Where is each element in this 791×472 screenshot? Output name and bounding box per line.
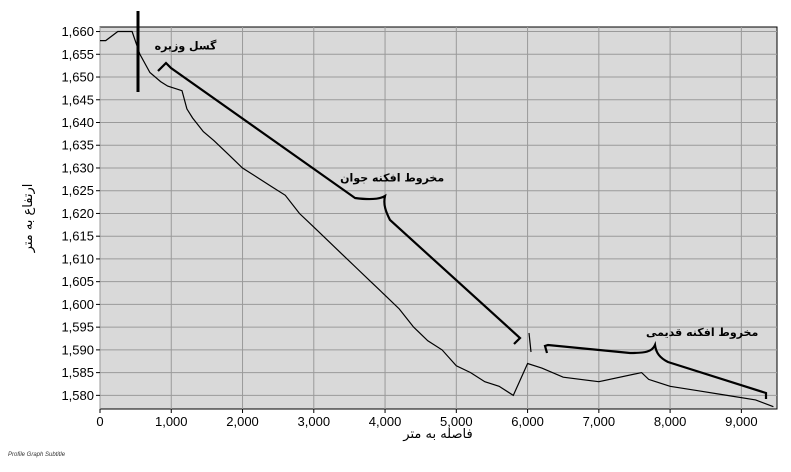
y-tick-label: 1,645: [61, 92, 94, 107]
annotation-label: مخروط افکنه قدیمی: [646, 326, 758, 339]
y-tick-label: 1,610: [61, 251, 94, 266]
y-axis-ticks: 1,580 1,585 1,590 1,595 1,600 1,605 1,610 1,615…: [61, 24, 100, 403]
x-axis-title: فاصله به متر: [402, 427, 472, 442]
y-tick-label: 1,625: [61, 183, 94, 198]
profile-line-group: [100, 30, 774, 408]
profile-line: [100, 30, 774, 408]
annotation-label: مخروط افکنه جوان: [340, 172, 444, 185]
gridlines: [99, 27, 777, 409]
y-tick-label: 1,640: [61, 115, 94, 130]
annotation-markers: [136, 11, 768, 399]
y-tick-label: 1,600: [61, 297, 94, 312]
annotation-label: گسل وزیره: [155, 40, 217, 53]
x-axis-ticks: 0 1,000 2,000 3,000 4,000 5,000 6,000 7,000 8,00…: [96, 409, 758, 429]
x-tick-label: 0: [96, 414, 103, 429]
y-tick-label: 1,655: [61, 47, 94, 62]
x-tick-label: 2,000: [226, 414, 259, 429]
x-tick-label: 7,000: [583, 414, 616, 429]
y-tick-label: 1,595: [61, 320, 94, 335]
x-tick-label: 4,000: [369, 414, 402, 429]
x-tick-label: 6,000: [511, 414, 544, 429]
x-tick-label: 5,000: [440, 414, 473, 429]
y-tick-label: 1,660: [61, 24, 94, 39]
graph-subtitle: Profile Graph Subtitle: [8, 452, 66, 458]
plot-area: [99, 26, 778, 410]
y-tick-label: 1,585: [61, 365, 94, 380]
y-axis-title: ارتفاع به متر: [21, 184, 36, 254]
section-break-tick: [528, 332, 532, 353]
annotations: گسل وزیره مخروط افکنه جوان مخروط افکنه قدی…: [155, 40, 759, 340]
x-tick-label: 3,000: [298, 414, 331, 429]
y-tick-label: 1,635: [61, 138, 94, 153]
x-tick-label: 1,000: [155, 414, 188, 429]
y-tick-label: 1,650: [61, 70, 94, 85]
y-tick-label: 1,615: [61, 229, 94, 244]
y-tick-label: 1,590: [61, 342, 94, 357]
y-tick-label: 1,630: [61, 160, 94, 175]
x-tick-label: 9,000: [725, 414, 758, 429]
y-tick-label: 1,620: [61, 206, 94, 221]
old-fan-bracket: [543, 340, 768, 399]
y-tick-label: 1,605: [61, 274, 94, 289]
y-tick-label: 1,580: [61, 388, 94, 403]
x-tick-label: 8,000: [654, 414, 687, 429]
young-fan-bracket: [157, 61, 522, 345]
